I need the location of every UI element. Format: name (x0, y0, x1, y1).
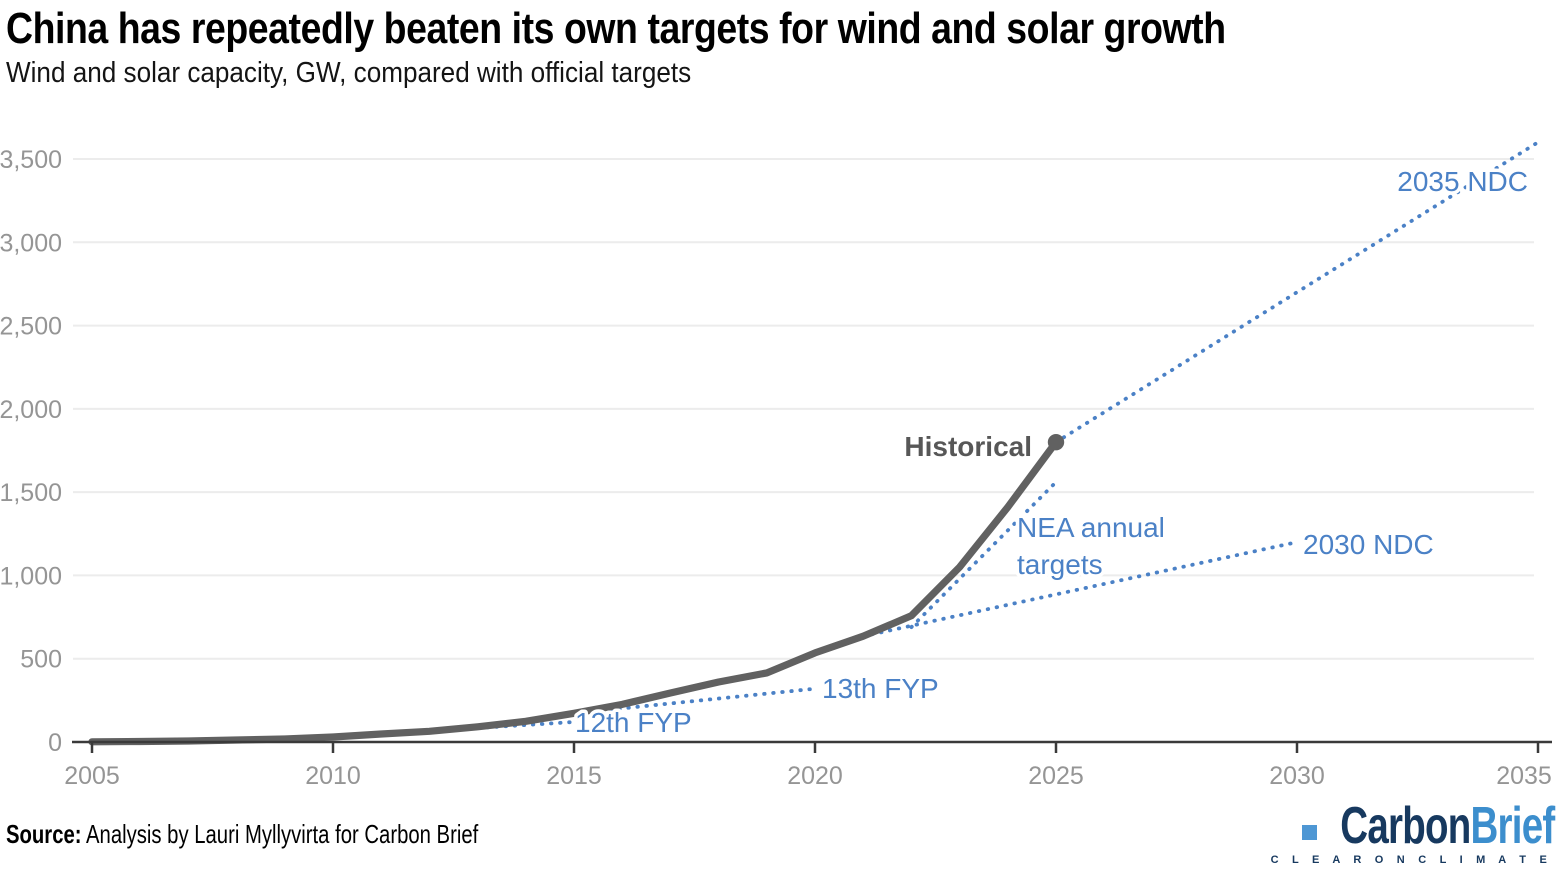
y-tick-label: 0 (48, 729, 62, 757)
y-tick-label: 2,500 (0, 313, 62, 341)
source-note: Source: Analysis by Lauri Myllyvirta for… (6, 819, 478, 850)
annotation-nea-annual: targets (1017, 549, 1103, 580)
y-tick-label: 500 (20, 646, 62, 674)
series-historical (88, 438, 1060, 746)
x-tick-label: 2015 (546, 762, 602, 790)
annotation-13th-fyp: 13th FYP (822, 673, 939, 704)
page-title: China has repeatedly beaten its own targ… (6, 4, 1226, 53)
series-2030-ndc (861, 540, 1299, 639)
x-tick-label: 2025 (1028, 762, 1084, 790)
x-tick-label: 2035 (1496, 762, 1552, 790)
x-tick-label: 2005 (64, 762, 120, 790)
logo-brief: Brief (1470, 797, 1555, 855)
carbonbrief-wordmark: CarbonBrief (1339, 796, 1555, 856)
annotation-12th-fyp: 12th FYP (575, 707, 692, 738)
series-13th-fyp (572, 686, 817, 716)
y-tick-label: 3,000 (0, 229, 62, 257)
carbonbrief-logo-mark-icon (1302, 825, 1317, 840)
x-tick-label: 2030 (1269, 762, 1325, 790)
y-tick-label: 1,500 (0, 479, 62, 507)
source-text: Analysis by Lauri Myllyvirta for Carbon … (81, 819, 479, 849)
carbonbrief-logo: CarbonBrief C L E A R O N C L I M A T E (1271, 797, 1555, 872)
series-2035-ndc (1054, 140, 1540, 445)
logo-carbon: Carbon (1339, 797, 1471, 855)
annotation-nea-annual: NEA annual (1017, 512, 1165, 543)
annotation-2030-ndc: 2030 NDC (1303, 529, 1434, 560)
x-tick-label: 2010 (305, 762, 361, 790)
series-12th-fyp (331, 720, 576, 739)
annotation-2035-ndc: 2035 NDC (1397, 166, 1528, 197)
y-tick-label: 2,000 (0, 396, 62, 424)
page-subtitle: Wind and solar capacity, GW, compared wi… (6, 57, 692, 89)
source-label: Source: (6, 819, 82, 849)
series-nea-annual-targets (909, 480, 1058, 629)
series-end-dot (1047, 433, 1065, 451)
x-tick-label: 2020 (787, 762, 843, 790)
y-tick-label: 3,500 (0, 146, 62, 174)
y-tick-label: 1,000 (0, 562, 62, 590)
annotation-historical: Historical (904, 431, 1032, 462)
logo-tagline: C L E A R O N C L I M A T E (1270, 854, 1552, 866)
